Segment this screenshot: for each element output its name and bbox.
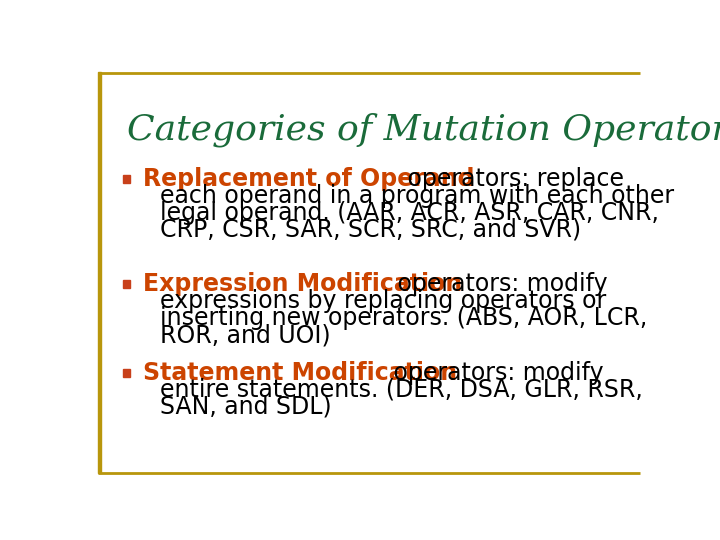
Text: ROR, and UOI): ROR, and UOI) <box>160 323 330 347</box>
Text: legal operand. (AAR, ACR, ASR, CAR, CNR,: legal operand. (AAR, ACR, ASR, CAR, CNR, <box>160 201 659 225</box>
Text: Expression Modification: Expression Modification <box>143 272 462 296</box>
Bar <box>122 280 130 288</box>
Text: operators: modify: operators: modify <box>390 272 608 296</box>
Text: CRP, CSR, SAR, SCR, SRC, and SVR): CRP, CSR, SAR, SCR, SRC, and SVR) <box>160 218 581 241</box>
Text: inserting new operators. (ABS, AOR, LCR,: inserting new operators. (ABS, AOR, LCR, <box>160 306 647 330</box>
Text: each operand in a program with each other: each operand in a program with each othe… <box>160 184 674 208</box>
Bar <box>98 72 101 473</box>
Text: SAN, and SDL): SAN, and SDL) <box>160 395 331 418</box>
Text: entire statements. (DER, DSA, GLR, RSR,: entire statements. (DER, DSA, GLR, RSR, <box>160 378 642 402</box>
Text: operators: modify: operators: modify <box>386 361 604 385</box>
Text: Statement Modification: Statement Modification <box>143 361 456 385</box>
Text: Categories of Mutation Operators: Categories of Mutation Operators <box>127 112 720 147</box>
Text: operators: replace: operators: replace <box>400 167 624 191</box>
Text: Replacement of Operand: Replacement of Operand <box>143 167 474 191</box>
Bar <box>122 369 130 377</box>
Text: expressions by replacing operators or: expressions by replacing operators or <box>160 289 606 313</box>
Bar <box>122 175 130 183</box>
